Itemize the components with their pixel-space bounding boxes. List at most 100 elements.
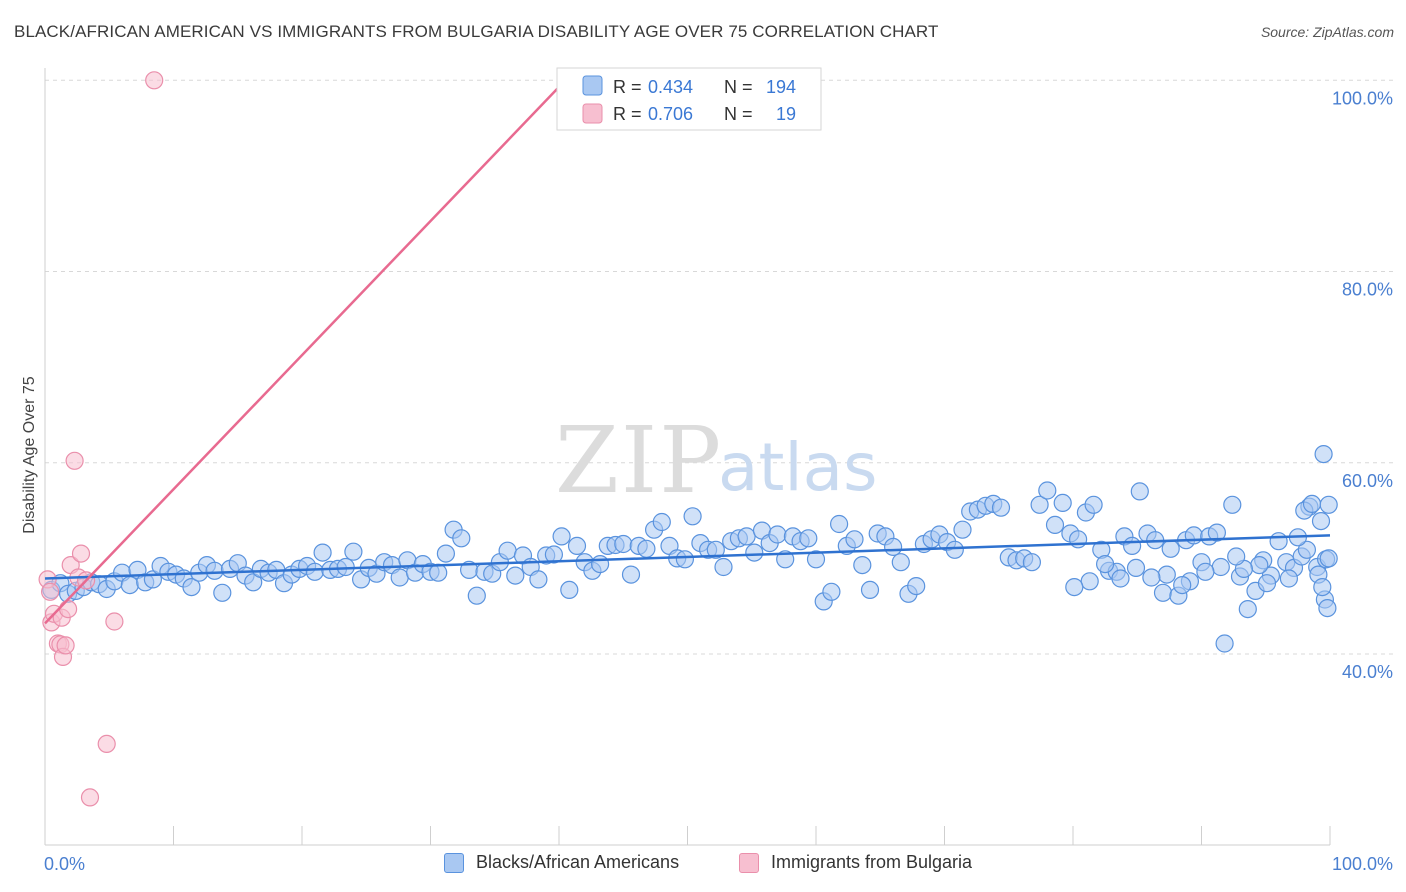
point-blacks-66 [552,527,571,546]
point-bulgaria-8 [56,636,75,655]
point-blacks-109 [883,537,903,557]
watermark-zip: ZIP [555,407,723,514]
point-blacks-189 [1126,558,1146,578]
point-blacks-135 [1084,495,1103,514]
point-blacks-98 [799,529,818,548]
legend-stats-r-label-blue: R = [613,77,642,97]
point-blacks-130 [1045,515,1065,535]
legend-series: Blacks/African Americans Immigrants from… [0,852,1406,878]
point-blacks-179 [1257,574,1277,593]
y-tick-label-40: 40.0% [1342,662,1393,682]
point-blacks-105 [853,555,872,575]
point-blacks-59 [498,541,517,560]
point-blacks-101 [822,582,841,601]
point-blacks-26 [244,573,263,592]
point-blacks-118 [953,520,972,539]
point-blacks-168 [1311,511,1331,531]
point-blacks-110 [891,553,910,572]
point-blacks-141 [1130,482,1149,501]
point-blacks-86 [706,540,725,559]
legend-stats-r-value-blue: 0.434 [648,77,693,97]
point-bulgaria-13 [71,544,91,563]
point-bulgaria-16 [105,612,124,631]
y-tick-label-100: 100.0% [1332,88,1393,108]
point-blacks-140 [1122,536,1142,556]
point-blacks-191 [1095,554,1115,574]
point-blacks-193 [1065,577,1084,597]
point-blacks-123 [991,498,1011,517]
point-blacks-117 [945,540,964,559]
y-axis-label: Disability Age Over 75 [21,376,38,534]
point-blacks-21 [205,561,224,580]
watermark-atlas: atlas [718,429,878,506]
point-blacks-77 [637,539,656,558]
trend-lines [44,79,1331,625]
point-blacks-184 [1196,562,1215,581]
point-blacks-192 [1080,572,1099,591]
point-blacks-187 [1157,565,1176,584]
point-bulgaria-14 [97,734,116,754]
point-blacks-145 [1161,539,1180,558]
legend-stats-n-value-pink: 19 [776,104,796,124]
point-blacks-153 [1223,495,1242,514]
point-blacks-51 [436,544,455,563]
point-blacks-10 [120,575,139,595]
legend-stats-r-label-pink: R = [613,104,642,124]
point-blacks-82 [675,550,695,569]
point-bulgaria-9 [58,599,78,619]
point-blacks-99 [806,550,826,569]
legend-item-blacks[interactable]: Blacks/African Americans [444,852,679,873]
point-bulgaria-15 [80,788,100,807]
point-blacks-71 [590,554,610,574]
point-blacks-180 [1250,555,1269,575]
point-blacks-159 [1269,532,1288,551]
point-blacks-131 [1053,493,1072,512]
point-bulgaria-1 [40,582,60,601]
point-bulgaria-11 [65,451,84,470]
x-tick-label-right: 100.0% [1332,854,1393,874]
legend-stats-n-label-pink: N = [724,104,753,124]
point-blacks-151 [1207,523,1227,542]
legend-stats: R = 0.434 N = 194 R = 0.706 N = 19 [556,67,822,131]
point-blacks-74 [614,534,633,554]
trend-line-bulgaria [44,79,567,625]
point-blacks-102 [829,514,849,534]
point-blacks-53 [452,529,471,548]
point-blacks-172 [1318,598,1337,618]
tick-labels: 40.0% 60.0% 80.0% 100.0% 0.0% 100.0% [44,88,1393,874]
point-blacks-128 [1030,495,1049,514]
point-blacks-83 [683,507,702,526]
legend-label-bulgaria: Immigrants from Bulgaria [771,852,973,872]
legend-stats-swatch-blue [582,75,603,96]
point-blacks-35 [313,543,332,562]
legend-label-blacks: Blacks/African Americans [476,852,680,872]
legend-swatch-blue [444,852,464,873]
point-blacks-45 [390,568,409,587]
series-bulgaria-points [38,71,164,807]
point-blacks-65 [544,545,564,564]
y-tick-label-80: 80.0% [1342,280,1393,300]
trend-line-blacks [44,534,1331,580]
point-blacks-87 [714,557,733,577]
chart-title: BLACK/AFRICAN AMERICAN VS IMMIGRANTS FRO… [14,22,939,41]
legend-stats-r-value-pink: 0.706 [648,104,693,124]
point-blacks-186 [1173,575,1192,595]
point-blacks-174 [1314,445,1333,464]
point-blacks-190 [1111,569,1130,588]
point-blacks-39 [344,542,363,561]
legend-item-bulgaria[interactable]: Immigrants from Bulgaria [739,852,972,873]
point-blacks-90 [737,527,756,546]
point-blacks-152 [1215,634,1234,653]
y-tick-label-60: 60.0% [1342,471,1393,491]
point-blacks-91 [745,543,764,562]
legend-stats-swatch-pink [582,103,603,124]
point-blacks-178 [1279,569,1299,588]
point-blacks-68 [567,536,587,556]
point-blacks-176 [1297,540,1317,559]
point-blacks-155 [1238,599,1257,619]
point-bulgaria-17 [145,71,164,90]
point-blacks-112 [907,576,926,596]
point-blacks-63 [529,570,548,589]
watermark: ZIP atlas [555,407,878,514]
